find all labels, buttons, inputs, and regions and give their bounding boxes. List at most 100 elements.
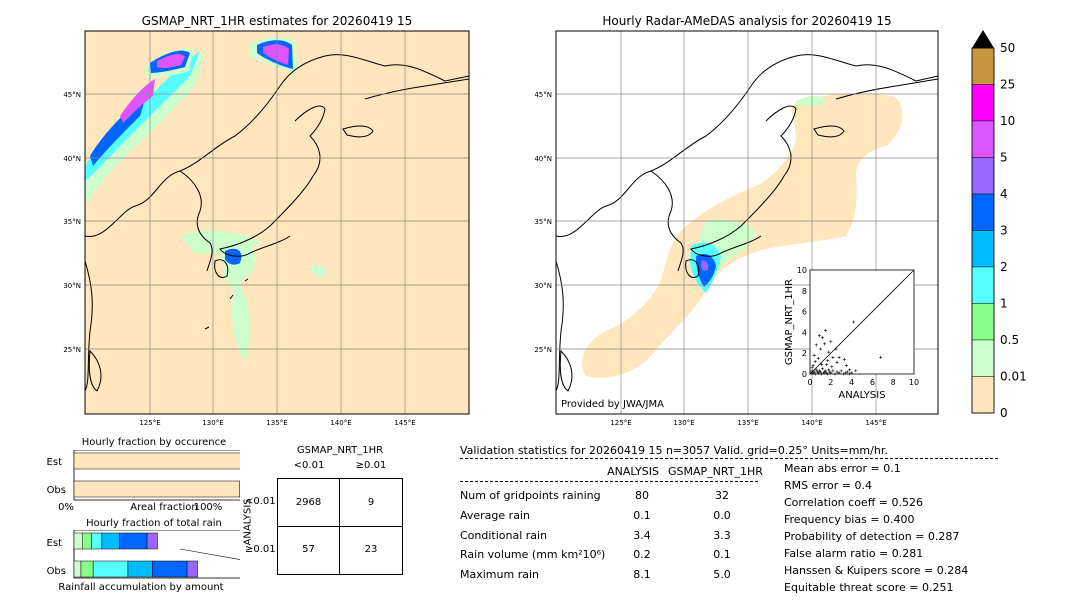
colorbar-cell bbox=[971, 303, 995, 341]
right-lat-label: 45°N bbox=[534, 91, 552, 99]
occurrence-xmin: 0% bbox=[58, 502, 74, 513]
bar-segment bbox=[82, 532, 92, 550]
scatter-point bbox=[810, 366, 814, 370]
scatter-point bbox=[844, 364, 848, 368]
scatter-ytick: 4 bbox=[802, 328, 807, 337]
scatter-point bbox=[825, 363, 829, 367]
right-lon-label: 130°E bbox=[673, 419, 694, 427]
scatter-ytick: 8 bbox=[802, 287, 807, 296]
bar-segment bbox=[92, 560, 129, 578]
scatter-xtick: 8 bbox=[891, 378, 896, 387]
left-lon-label: 140°E bbox=[330, 419, 351, 427]
bar-segment bbox=[186, 560, 198, 578]
scatter-point bbox=[879, 355, 883, 359]
score-corr: Correlation coeff = 0.526 bbox=[784, 496, 923, 509]
colorbar-label: 1 bbox=[1000, 297, 1008, 311]
scatter-point bbox=[831, 355, 835, 359]
scatter-point bbox=[813, 360, 817, 364]
colorbar-label: 25 bbox=[1000, 78, 1015, 92]
right-lat-label: 35°N bbox=[534, 218, 552, 226]
contingency-cell: 23 bbox=[364, 544, 378, 555]
scatter-point bbox=[842, 357, 846, 361]
scatter-point bbox=[848, 368, 852, 372]
right-lat-label: 30°N bbox=[534, 282, 552, 290]
colorbar-label: 0 bbox=[1000, 406, 1008, 420]
scatter-point bbox=[810, 369, 814, 373]
right-lon-label: 125°E bbox=[610, 419, 631, 427]
colorbar-label: 50 bbox=[1000, 41, 1015, 55]
occurrence-obs-label: Obs bbox=[47, 485, 66, 496]
contingency-title: GSMAP_NRT_1HR bbox=[296, 445, 384, 456]
scatter-point bbox=[829, 371, 833, 375]
scatter-point bbox=[845, 370, 849, 374]
scatter-point bbox=[848, 372, 852, 376]
colorbar-cell bbox=[971, 120, 995, 158]
scatter-point bbox=[812, 370, 816, 374]
stats-row-gsmap: 5.0 bbox=[713, 568, 731, 581]
scatter-ylabel: GSMAP_NRT_1HR bbox=[784, 279, 795, 365]
scatter-point bbox=[816, 371, 820, 375]
scatter-point bbox=[814, 368, 818, 372]
left-lat-label: 30°N bbox=[63, 282, 81, 290]
scatter-points bbox=[809, 320, 883, 376]
colorbar-label: 10 bbox=[1000, 114, 1015, 128]
bar-segment bbox=[239, 480, 240, 498]
scatter-ytick: 2 bbox=[802, 349, 807, 358]
right-lon-label: 135°E bbox=[737, 419, 758, 427]
contingency-cell: 9 bbox=[367, 497, 375, 508]
colorbar-over-triangle bbox=[972, 30, 994, 48]
scatter-point bbox=[829, 340, 833, 344]
occurrence-title: Hourly fraction by occurence bbox=[81, 437, 227, 448]
scatter-point bbox=[820, 367, 824, 371]
scatter-point bbox=[839, 369, 843, 373]
colorbar-label: 0.01 bbox=[1000, 370, 1027, 384]
scatter-point bbox=[837, 355, 841, 359]
occurrence-xmax: 100% bbox=[194, 502, 223, 513]
stats-row-label: Conditional rain bbox=[460, 529, 548, 542]
scatter-point bbox=[841, 372, 845, 376]
contingency-row-header: ≥0.01 bbox=[245, 544, 276, 555]
stats-row-gsmap: 32 bbox=[715, 489, 729, 502]
right-lat-label: 25°N bbox=[534, 346, 552, 354]
scatter-xtick: 10 bbox=[909, 378, 919, 387]
bar-segment bbox=[80, 560, 94, 578]
scatter-diagonal bbox=[809, 269, 915, 375]
left-lon-label: 130°E bbox=[202, 419, 223, 427]
bar-segment bbox=[73, 480, 240, 498]
contingency-col-header: <0.01 bbox=[293, 460, 325, 471]
scatter-xtick: 6 bbox=[870, 378, 875, 387]
scatter-point bbox=[827, 368, 831, 372]
scatter-point bbox=[834, 347, 838, 351]
right-lon-label: 145°E bbox=[865, 419, 886, 427]
scatter-point bbox=[820, 336, 824, 340]
scatter-point bbox=[835, 370, 839, 374]
scatter-plot: 0 2 4 6 8 10 0 2 4 6 8 10 ANALYSIS GSMAP_NRT_1HR bbox=[784, 266, 919, 401]
stats-row-analysis: 0.2 bbox=[633, 548, 651, 561]
scatter-xtick: 0 bbox=[807, 378, 812, 387]
score-hk: Hanssen & Kuipers score = 0.284 bbox=[784, 564, 969, 577]
stats-col-analysis: ANALYSIS bbox=[607, 465, 659, 478]
right-lon-label: 140°E bbox=[801, 419, 822, 427]
left-map-title: GSMAP_NRT_1HR estimates for 20260419 15 bbox=[141, 14, 413, 28]
left-lat-label: 25°N bbox=[63, 346, 81, 354]
scatter-point bbox=[816, 356, 820, 360]
colorbar: 50 25 10 5 4 3 2 1 0.5 0.01 0 bbox=[971, 30, 1027, 420]
stats-row-gsmap: 0.1 bbox=[713, 548, 731, 561]
total-rain-title: Hourly fraction of total rain bbox=[86, 518, 222, 529]
contingency-col-header: ≥0.01 bbox=[355, 460, 387, 471]
scatter-point bbox=[826, 372, 830, 376]
right-map-coastline bbox=[555, 54, 939, 392]
contingency-cell: 2968 bbox=[295, 497, 322, 508]
stats-row-analysis: 3.4 bbox=[633, 529, 651, 542]
left-map-grid bbox=[85, 31, 469, 414]
scatter-xlabel: ANALYSIS bbox=[838, 390, 885, 401]
occurrence-est-label: Est bbox=[47, 457, 63, 468]
scatter-xtick: 4 bbox=[849, 378, 854, 387]
stats-row-label: Num of gridpoints raining bbox=[460, 489, 601, 502]
stats-row-gsmap: 3.3 bbox=[713, 529, 731, 542]
bar-segment bbox=[73, 532, 83, 550]
scatter-point bbox=[811, 364, 815, 368]
bar-segment bbox=[152, 560, 188, 578]
score-rmse: RMS error = 0.4 bbox=[784, 479, 872, 492]
total-rain-chart: Est Obs Rainfall accumulation by amount bbox=[47, 530, 240, 593]
